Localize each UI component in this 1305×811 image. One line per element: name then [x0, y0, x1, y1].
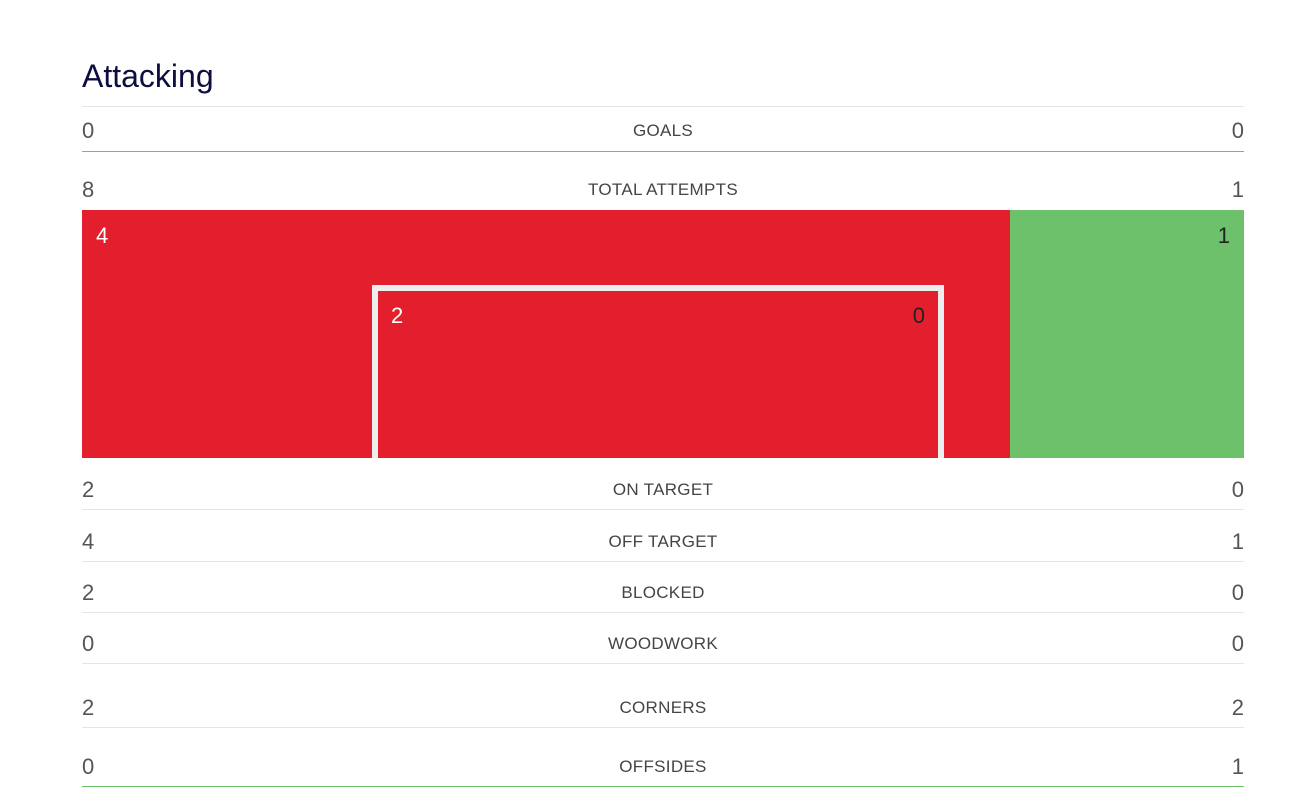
- offsides-home-value: 0: [82, 754, 95, 779]
- section-title: Attacking: [82, 58, 214, 94]
- total-attempts-home-value: 8: [82, 177, 95, 202]
- home-outside-box-value: 4: [96, 223, 109, 248]
- corners-away-value: 2: [1231, 695, 1244, 720]
- divider: [82, 727, 1244, 728]
- divider: [82, 663, 1244, 664]
- away-inside-box-value: 0: [912, 303, 925, 328]
- on-target-home-value: 2: [82, 477, 95, 502]
- offsides-away-value: 1: [1231, 754, 1244, 779]
- divider: [82, 151, 1244, 152]
- goals-away-value: 0: [1231, 118, 1244, 143]
- blocked-home-value: 2: [82, 580, 95, 605]
- total-attempts-away-value: 1: [1231, 177, 1244, 202]
- on-target-away-value: 0: [1231, 477, 1244, 502]
- on-target-label: ON TARGET: [612, 480, 714, 499]
- corners-label: CORNERS: [619, 698, 707, 717]
- divider: [82, 509, 1244, 510]
- divider: [82, 786, 1244, 787]
- off-target-home-value: 4: [82, 529, 95, 554]
- total-attempts-label: TOTAL ATTEMPTS: [588, 180, 738, 199]
- woodwork-label: WOODWORK: [607, 634, 719, 653]
- divider: [82, 561, 1244, 562]
- goal-box: 2 0: [372, 285, 944, 458]
- home-inside-box-value: 2: [391, 303, 404, 328]
- goals-label: GOALS: [632, 121, 694, 140]
- blocked-label: BLOCKED: [621, 583, 705, 602]
- woodwork-away-value: 0: [1231, 631, 1244, 656]
- divider: [82, 106, 1244, 107]
- away-attempts-area: [1010, 210, 1244, 458]
- blocked-away-value: 0: [1231, 580, 1244, 605]
- corners-home-value: 2: [82, 695, 95, 720]
- woodwork-home-value: 0: [82, 631, 95, 656]
- away-outside-box-value: 1: [1217, 223, 1230, 248]
- goals-home-value: 0: [82, 118, 95, 143]
- off-target-label: OFF TARGET: [608, 532, 718, 551]
- off-target-away-value: 1: [1231, 529, 1244, 554]
- offsides-label: OFFSIDES: [619, 757, 707, 776]
- attempts-graphic: 4 1 2 0: [82, 210, 1244, 458]
- divider: [82, 612, 1244, 613]
